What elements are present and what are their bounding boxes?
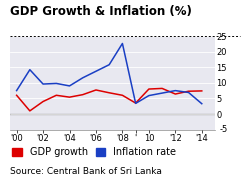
Legend: GDP growth, Inflation rate: GDP growth, Inflation rate	[12, 147, 176, 157]
Text: Source: Central Bank of Sri Lanka: Source: Central Bank of Sri Lanka	[10, 167, 162, 176]
Text: -5: -5	[219, 125, 227, 134]
Text: GDP Growth & Inflation (%): GDP Growth & Inflation (%)	[10, 5, 192, 18]
